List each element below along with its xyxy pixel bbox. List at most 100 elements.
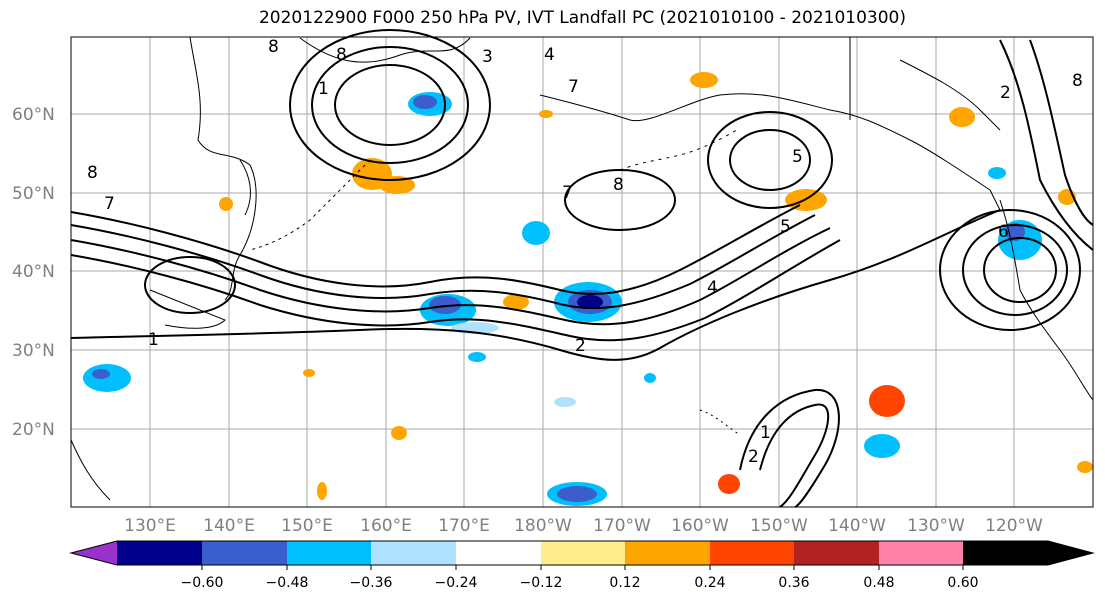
colorbar-swatch [879, 541, 963, 565]
colorbar-swatch [541, 541, 625, 565]
lon-tick-label: 140°W [828, 516, 886, 536]
contour-label: 6 [998, 222, 1009, 242]
colorbar-tick-label: −0.12 [520, 575, 563, 591]
lon-tick-label: 150°E [281, 516, 333, 536]
neg-patch [644, 373, 656, 383]
contour-label: 8 [268, 37, 279, 57]
contour-label: 4 [707, 278, 718, 298]
pos-patch [539, 110, 553, 118]
neg-patch [92, 369, 110, 379]
lon-tick-label: 120°W [985, 516, 1043, 536]
pos-patch [718, 474, 740, 494]
lon-tick-label: 130°W [907, 516, 965, 536]
colorbar-swatch [710, 541, 794, 565]
pv-contours [70, 29, 1094, 508]
pv-contour [999, 39, 1094, 251]
lat-tick-label: 50°N [12, 184, 55, 204]
contour-label: 8 [613, 175, 624, 195]
pos-patch [1077, 461, 1093, 473]
contour-label: 5 [792, 147, 803, 167]
lon-tick-label: 170°E [438, 516, 490, 536]
us-west-coast [999, 199, 1094, 401]
lon-tick-label: 170°W [593, 516, 651, 536]
contour-label: 8 [1072, 71, 1083, 91]
pv-tongue [759, 403, 830, 508]
colorbar-swatch [625, 541, 710, 565]
contour-label: 7 [104, 194, 115, 214]
neg-patch [554, 397, 576, 407]
lat-tick-label: 30°N [12, 341, 55, 361]
neg-patch [988, 167, 1006, 179]
colorbar-swatch [117, 541, 202, 565]
contour-label: 1 [148, 330, 159, 350]
colorbar-outline [69, 540, 1095, 566]
colorbar-tick-label: −0.24 [435, 575, 478, 591]
pos-patch [949, 107, 975, 127]
lon-tick-label: 180°W [514, 516, 572, 536]
lon-tick-label: 140°E [203, 516, 255, 536]
contour-label: 1 [760, 423, 771, 443]
pos-patch [503, 294, 529, 310]
pv-closed-low [334, 64, 446, 146]
pv-contour [1029, 39, 1094, 226]
pv-contour [70, 204, 801, 295]
pv-tongue [739, 388, 840, 508]
contour-label: 2 [748, 447, 759, 467]
kuril-chain [249, 159, 371, 251]
colorbar-swatch [287, 541, 371, 565]
lon-axis: 130°E 140°E 150°E 160°E 170°E 180°W 170°… [124, 516, 1043, 536]
sakhalin [239, 159, 251, 216]
neg-patch [577, 295, 603, 309]
colorbar-swatch-extend-max [963, 541, 1093, 565]
pv-closed-low [289, 29, 491, 181]
lon-tick-label: 160°E [360, 516, 412, 536]
contour-label: 2 [1000, 83, 1011, 103]
contour-label: 7 [562, 183, 573, 203]
pos-patch [219, 197, 233, 211]
colorbar-swatch-extend-min [71, 541, 117, 565]
pv-closed-low [729, 129, 811, 191]
map-border [70, 36, 1094, 508]
japan [149, 289, 226, 329]
colorbar-tick-label: 0.24 [694, 575, 725, 591]
pos-patch [869, 385, 905, 417]
pos-patch [690, 72, 718, 88]
philippines [70, 439, 111, 501]
colorbar-ticks [201, 565, 964, 570]
pv-closed-low [564, 169, 676, 231]
pv-contour [70, 209, 1001, 361]
contour-label: 8 [336, 45, 347, 65]
lon-tick-label: 160°W [671, 516, 729, 536]
pv-closed-low [144, 256, 236, 314]
neg-patch [522, 221, 550, 245]
colorbar-tick-label: 0.12 [609, 575, 640, 591]
lon-tick-label: 150°W [750, 516, 808, 536]
colorbar-tick-label: 0.36 [778, 575, 809, 591]
colorbar-swatch [456, 541, 541, 565]
neg-patch [864, 434, 900, 458]
pv-contour [70, 227, 831, 326]
neg-patch [413, 95, 437, 109]
neg-patch [83, 364, 131, 392]
kamchatka-north [299, 37, 471, 63]
colorbar-tick-label: −0.60 [181, 575, 224, 591]
map-title: 2020122900 F000 250 hPa PV, IVT Landfall… [258, 8, 906, 28]
colorbar-tick-label: −0.36 [350, 575, 393, 591]
contour-label: 4 [544, 45, 555, 65]
pv-contour [70, 214, 816, 310]
pv-trough [962, 224, 1068, 316]
contour-labels: 8 8 3 4 7 1 8 7 8 7 5 5 4 6 1 2 1 2 8 2 [87, 37, 1083, 467]
contour-label: 5 [780, 217, 791, 237]
pv-trough [939, 209, 1081, 331]
contour-label: 2 [575, 336, 586, 356]
lat-axis: 60°N 50°N 40°N 30°N 20°N [12, 105, 55, 440]
lat-tick-label: 20°N [12, 420, 55, 440]
pv-contour [70, 239, 841, 342]
pv-closed-low [707, 111, 833, 209]
canada-coast [849, 37, 1001, 131]
contour-label: 1 [318, 79, 329, 99]
colorbar: −0.60 −0.48 −0.36 −0.24 −0.12 0.12 0.24 … [69, 540, 1095, 591]
pos-patch [303, 369, 315, 377]
contour-label: 3 [482, 47, 493, 67]
